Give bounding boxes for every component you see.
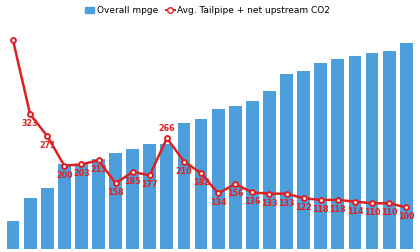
Bar — [212, 109, 225, 249]
Text: 118: 118 — [330, 205, 346, 214]
Text: 63: 63 — [144, 134, 155, 143]
Text: 95: 95 — [264, 80, 275, 89]
Text: 89: 89 — [247, 90, 258, 99]
Bar — [41, 187, 54, 249]
Text: 116: 116 — [346, 45, 364, 54]
Text: 100: 100 — [398, 212, 415, 222]
Text: 210: 210 — [176, 167, 192, 175]
Text: 76: 76 — [178, 112, 190, 121]
Bar — [229, 106, 241, 249]
Text: 122: 122 — [295, 203, 312, 212]
Bar — [160, 144, 173, 249]
Text: 133: 133 — [261, 199, 278, 208]
Text: 119: 119 — [381, 40, 398, 49]
Text: 177: 177 — [142, 180, 158, 189]
Text: 17: 17 — [7, 210, 19, 219]
Text: 203: 203 — [73, 169, 90, 178]
Text: 271: 271 — [39, 141, 55, 150]
Text: 323: 323 — [22, 119, 39, 128]
Text: 114: 114 — [329, 49, 346, 58]
Text: 213: 213 — [90, 165, 107, 174]
Bar — [178, 123, 190, 249]
Text: 86: 86 — [229, 95, 241, 104]
Bar — [195, 119, 207, 249]
Text: 110: 110 — [364, 208, 380, 217]
Bar — [246, 101, 259, 249]
Text: 133: 133 — [278, 199, 295, 208]
Text: 51: 51 — [58, 154, 70, 163]
Bar — [7, 221, 19, 249]
Bar — [58, 164, 71, 249]
Bar — [349, 56, 361, 249]
Text: 118: 118 — [363, 42, 381, 51]
Bar — [75, 164, 88, 249]
Bar — [280, 74, 293, 249]
Text: 266: 266 — [159, 124, 175, 133]
Text: 134: 134 — [210, 198, 226, 207]
Bar — [109, 153, 122, 249]
Bar — [366, 53, 378, 249]
Bar — [297, 71, 310, 249]
Bar — [24, 198, 37, 249]
Text: 84: 84 — [213, 99, 224, 108]
Text: 107: 107 — [295, 60, 312, 69]
Text: 185: 185 — [124, 177, 141, 186]
Text: 182: 182 — [193, 178, 210, 187]
Text: 156: 156 — [227, 189, 244, 198]
Text: 63: 63 — [161, 134, 173, 143]
Bar — [314, 63, 327, 249]
Text: 37: 37 — [42, 177, 53, 186]
Bar — [331, 59, 344, 249]
Bar — [400, 43, 412, 249]
Text: 112: 112 — [312, 52, 330, 61]
Legend: Overall mpge, Avg. Tailpipe + net upstream CO2: Overall mpge, Avg. Tailpipe + net upstre… — [82, 2, 334, 19]
Text: 110: 110 — [381, 208, 397, 217]
Text: 158: 158 — [107, 188, 124, 197]
Bar — [126, 149, 139, 249]
Text: 31: 31 — [24, 187, 36, 196]
Text: 78: 78 — [195, 109, 207, 118]
Text: 105: 105 — [278, 64, 295, 73]
Bar — [143, 144, 156, 249]
Text: 60: 60 — [127, 139, 139, 148]
Text: 51: 51 — [76, 154, 87, 163]
Text: 124: 124 — [397, 32, 415, 41]
Text: 58: 58 — [110, 142, 121, 151]
Text: 54: 54 — [93, 149, 105, 158]
Bar — [263, 91, 276, 249]
Bar — [92, 159, 105, 249]
Text: 114: 114 — [346, 207, 363, 216]
Text: 118: 118 — [312, 205, 329, 214]
Text: 200: 200 — [56, 171, 73, 180]
Text: 136: 136 — [244, 197, 261, 206]
Bar — [383, 51, 396, 249]
